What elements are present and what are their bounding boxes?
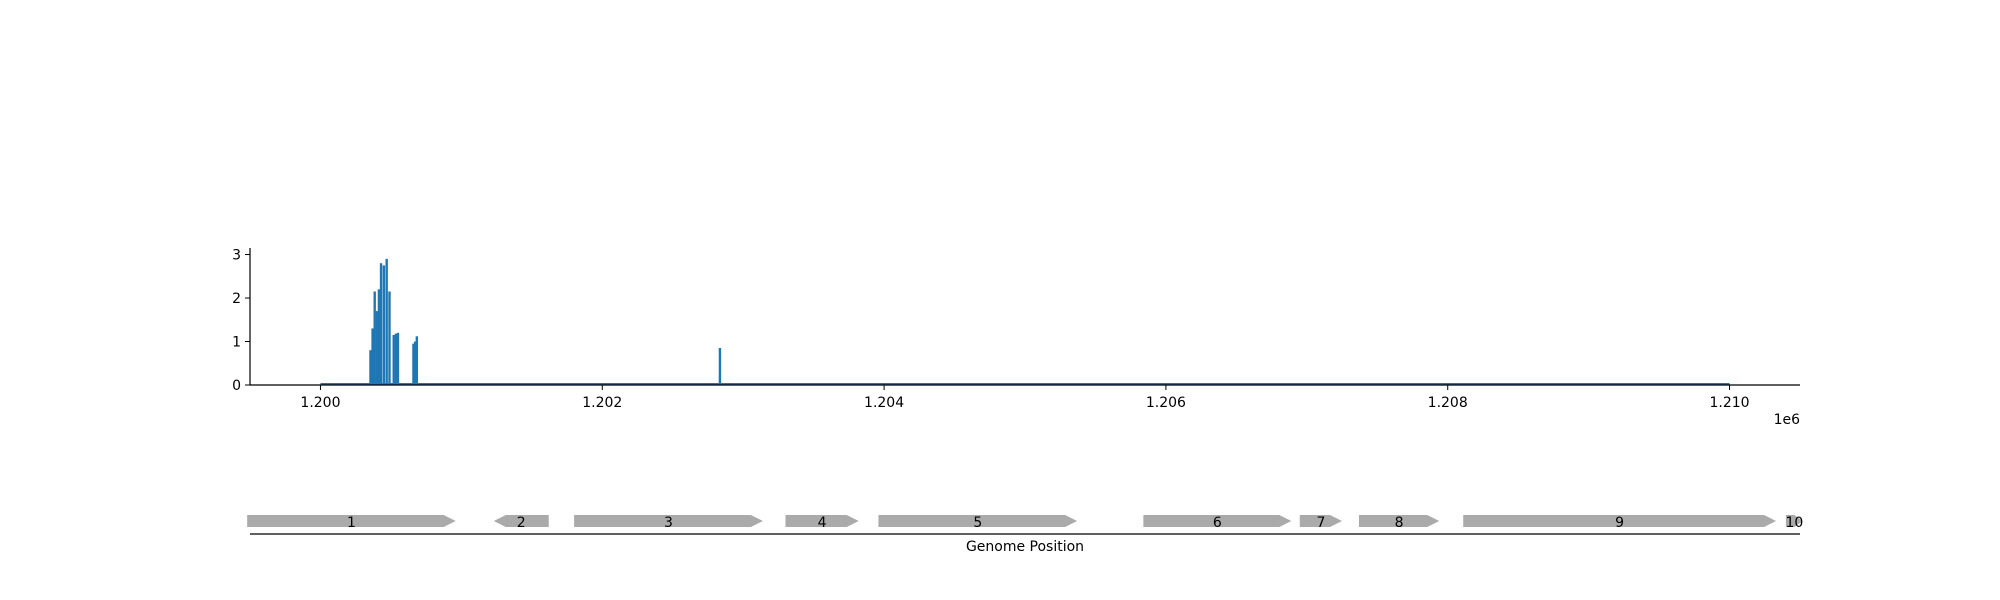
coverage-plot: 0 1 2 3 1.200 1.202 1.204 1.206 1.208 1.210 1e6 [232,248,1800,428]
y-axis-ticks: 0 1 2 3 [232,248,250,394]
coverage-bar [379,263,383,385]
x-tick-label: 1.210 [1709,395,1749,411]
gene-label: 4 [818,515,827,531]
gene-arrow [878,515,1078,527]
coverage-bar [396,332,400,385]
coverage-bar [375,311,379,385]
x-axis-label: Genome Position [966,539,1084,555]
y-tick-label: 1 [232,335,241,351]
gene-label: 3 [664,515,673,531]
coverage-bar [382,265,386,385]
gene-label: 5 [973,515,982,531]
gene-arrow [493,515,549,527]
gene-arrow [1143,515,1292,527]
gene-label: 1 [347,515,356,531]
gene-label: 7 [1316,515,1325,531]
gene-label: 10 [1785,515,1803,531]
gene-arrow [1785,515,1803,527]
gene-label: 8 [1395,515,1404,531]
x-axis-offset-label: 1e6 [1774,412,1801,428]
gene-arrow [1299,515,1343,527]
gene-label: 6 [1213,515,1222,531]
y-tick-label: 3 [232,248,241,264]
gene-label: 9 [1615,515,1624,531]
coverage-bar [394,333,398,385]
gene-arrow [247,515,456,527]
gene-track: 1 2 3 4 5 6 7 8 9 10 Genome Position [247,515,1803,555]
gene-label: 2 [517,515,526,531]
coverage-bar [371,328,374,385]
x-tick-label: 1.204 [864,395,904,411]
x-axis-ticks: 1.200 1.202 1.204 1.206 1.208 1.210 [300,385,1750,411]
coverage-bar [385,258,388,385]
gene-arrow [1463,515,1777,527]
coverage-bar [392,334,395,385]
coverage-bar [388,291,391,385]
gene-arrow [574,515,763,527]
y-tick-label: 2 [232,291,241,307]
x-tick-label: 1.206 [1146,395,1186,411]
coverage-bar [377,289,381,385]
x-tick-label: 1.208 [1428,395,1468,411]
x-tick-label: 1.200 [300,395,340,411]
coverage-bar [369,350,372,385]
coverage-bar [413,341,417,385]
coverage-bars [369,258,722,385]
coverage-bar [415,336,419,385]
x-tick-label: 1.202 [582,395,622,411]
y-tick-label: 0 [232,378,241,394]
gene-arrow [1358,515,1440,527]
coverage-bar [718,348,722,385]
coverage-bar [412,343,415,385]
gene-arrow [785,515,859,527]
coverage-bar [373,291,376,385]
gene-arrows: 1 2 3 4 5 6 7 8 9 10 [247,515,1803,531]
